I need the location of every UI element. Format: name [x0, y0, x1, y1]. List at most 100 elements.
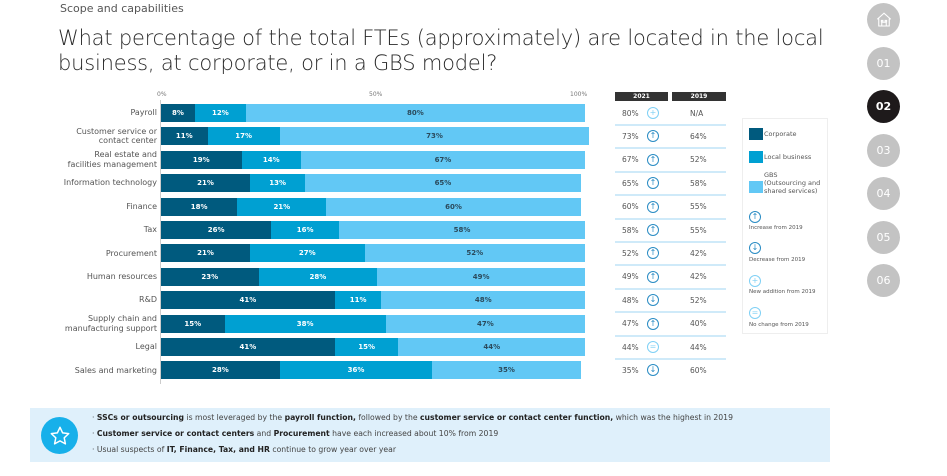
gbs-2021-value: 73%: [622, 131, 639, 141]
bar-local-business: 11%: [334, 291, 382, 310]
bar-gbs: 49%: [377, 267, 585, 286]
row-divider: [615, 170, 726, 173]
bar-corporate: 21%: [161, 244, 251, 263]
bar-corporate: 11%: [161, 127, 208, 146]
row-divider: [615, 147, 726, 150]
category-label: Human resources: [40, 268, 157, 286]
bar-local-business: 14%: [241, 150, 301, 169]
legend-swatch-local: [749, 151, 763, 163]
increase-icon: ↑: [647, 317, 659, 330]
legend-label-gbs-2: (Outsourcing and: [764, 179, 821, 187]
legend-swatch-gbs: [749, 181, 763, 193]
category-label-text: Sales and marketing: [74, 365, 157, 375]
category-label-text: Real estate and facilities management: [67, 150, 157, 169]
increase-icon: ↑: [647, 153, 659, 166]
increase-icon: ↑: [647, 247, 659, 260]
bar-local-business: 17%: [207, 127, 280, 146]
axis-baseline: [160, 100, 161, 384]
category-label: Tax: [40, 221, 157, 239]
section-label: Scope and capabilities: [60, 2, 184, 15]
bar-corporate: 21%: [161, 174, 251, 193]
nav-home-button[interactable]: [867, 3, 900, 36]
gbs-2019-value: 64%: [690, 131, 707, 141]
row-divider: [615, 287, 726, 290]
nav-section-01[interactable]: 01: [867, 46, 900, 80]
legend-label-local: Local business: [764, 153, 812, 161]
bar-gbs: 67%: [300, 150, 585, 169]
legend-no-change-icon: =: [749, 307, 761, 319]
gbs-2021-value: 67%: [622, 155, 639, 165]
category-label: Sales and marketing: [40, 361, 157, 379]
bar-gbs: 60%: [326, 197, 581, 216]
legend-label-gbs-1: GBS: [764, 171, 778, 179]
bar-corporate: 23%: [161, 267, 259, 286]
bar-local-business: 21%: [237, 197, 327, 216]
bar-local-business: 27%: [250, 244, 365, 263]
legend-increase-label: Increase from 2019: [749, 225, 803, 231]
bar-gbs: 48%: [381, 291, 585, 310]
category-label-text: Tax: [143, 225, 157, 235]
category-label-text: Supply chain and manufacturing support: [64, 314, 157, 333]
axis-tick-50: 50%: [369, 91, 383, 98]
category-label-text: Information technology: [63, 178, 157, 188]
key-findings-callout: [30, 408, 830, 462]
bar-corporate: 41%: [161, 338, 335, 356]
bar-corporate: 41%: [161, 291, 335, 310]
bar-local-business: 36%: [279, 361, 433, 380]
axis-tick-0: 0%: [157, 91, 167, 98]
finding-item: · Usual suspects of IT, Finance, Tax, an…: [92, 445, 397, 454]
legend-increase-icon: ↑: [749, 211, 761, 223]
category-label-text: Human resources: [86, 272, 157, 282]
legend-label-corporate: Corporate: [764, 130, 797, 138]
row-divider: [615, 194, 726, 197]
gbs-2019-value: 55%: [690, 202, 707, 212]
bar-gbs: 47%: [385, 314, 585, 333]
bar-gbs: 80%: [245, 104, 585, 122]
page-title: What percentage of the total FTEs (appro…: [58, 26, 824, 75]
gbs-2021-value: 65%: [622, 178, 639, 188]
bar-gbs: 52%: [364, 244, 585, 263]
nav-section-04[interactable]: 04: [867, 177, 900, 210]
nav-section-06[interactable]: 06: [867, 264, 900, 297]
gbs-2019-value: 52%: [690, 155, 707, 165]
category-label: Real estate and facilities management: [40, 150, 157, 169]
bar-gbs: 35%: [432, 361, 581, 380]
finding-item: · SSCs or outsourcing is most leveraged …: [92, 413, 733, 422]
legend-new-icon: +: [749, 275, 761, 287]
nav-section-03[interactable]: 03: [867, 133, 900, 167]
bar-gbs: 73%: [279, 127, 590, 146]
nav-section-02[interactable]: 02: [867, 90, 900, 123]
gbs-2019-value: N/A: [690, 108, 704, 118]
bar-local-business: 16%: [271, 221, 340, 239]
gbs-2021-value: 44%: [622, 342, 639, 352]
increase-icon: ↑: [647, 200, 659, 213]
bar-gbs: 58%: [339, 221, 585, 239]
category-label-text: Finance: [126, 201, 157, 211]
bar-gbs: 65%: [305, 174, 581, 193]
bar-local-business: 12%: [194, 104, 246, 122]
legend-label-gbs-3: shared services): [764, 187, 818, 195]
gbs-2019-value: 40%: [690, 319, 707, 329]
axis-tick-100: 100%: [570, 91, 588, 98]
bar-corporate: 15%: [161, 314, 225, 333]
table-header-2021: 2021: [615, 92, 668, 101]
gbs-2021-value: 80%: [622, 108, 639, 118]
row-divider: [615, 241, 726, 243]
legend-swatch-corporate: [749, 128, 763, 140]
category-label-text: Legal: [135, 342, 157, 352]
gbs-2019-value: 52%: [690, 295, 707, 305]
bar-local-business: 28%: [258, 267, 378, 286]
row-divider: [615, 264, 726, 267]
row-divider: [615, 217, 726, 220]
nav-section-05[interactable]: 05: [867, 220, 900, 254]
category-label: Supply chain and manufacturing support: [40, 314, 157, 333]
bar-corporate: 18%: [161, 197, 238, 216]
category-label-text: Procurement: [105, 248, 157, 258]
home-icon: [876, 12, 891, 27]
legend-no-change-label: No change from 2019: [749, 322, 809, 328]
decrease-icon: ↓: [647, 294, 659, 307]
category-label: R&D: [40, 291, 157, 309]
bar-gbs: 44%: [398, 338, 585, 356]
gbs-2019-value: 60%: [690, 365, 707, 375]
gbs-2019-value: 42%: [690, 248, 707, 258]
